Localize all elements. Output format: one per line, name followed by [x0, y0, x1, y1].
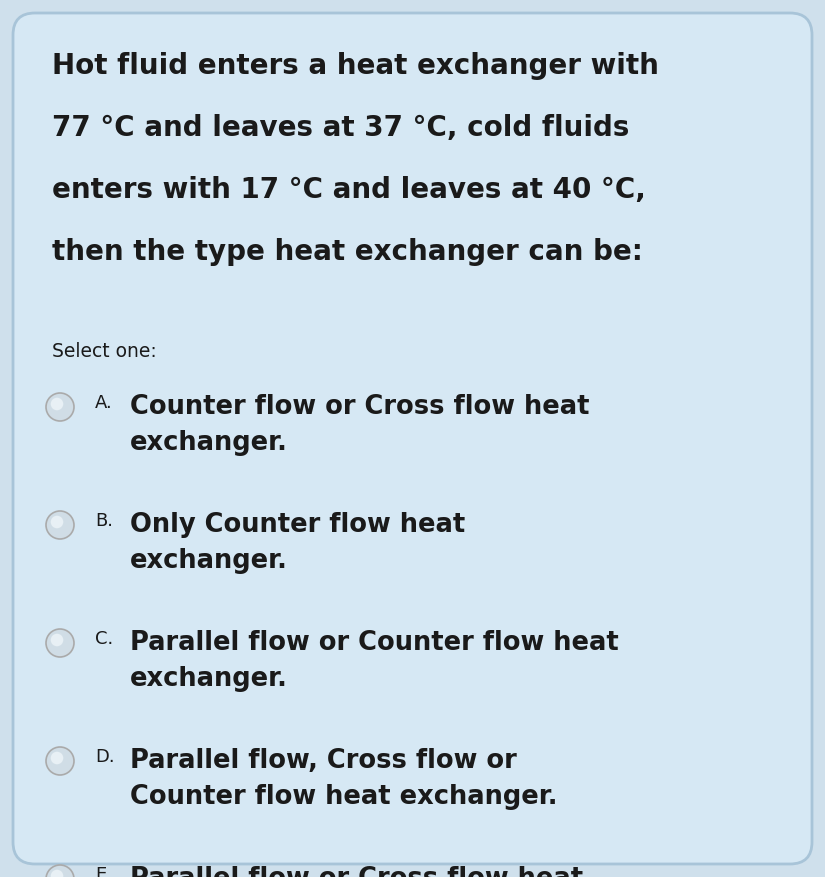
Text: Counter flow heat exchanger.: Counter flow heat exchanger.: [130, 784, 558, 810]
Text: C.: C.: [95, 630, 113, 648]
Circle shape: [50, 516, 64, 528]
Text: exchanger.: exchanger.: [130, 548, 288, 574]
Text: exchanger.: exchanger.: [130, 430, 288, 456]
FancyBboxPatch shape: [13, 13, 812, 864]
Text: D.: D.: [95, 748, 115, 766]
Circle shape: [46, 747, 74, 775]
Text: Hot fluid enters a heat exchanger with: Hot fluid enters a heat exchanger with: [52, 52, 659, 80]
Text: B.: B.: [95, 512, 113, 530]
Circle shape: [46, 865, 74, 877]
Circle shape: [46, 629, 74, 657]
Text: A.: A.: [95, 394, 113, 412]
Circle shape: [50, 752, 64, 764]
Text: exchanger.: exchanger.: [130, 666, 288, 692]
Text: 77 °C and leaves at 37 °C, cold fluids: 77 °C and leaves at 37 °C, cold fluids: [52, 114, 629, 142]
Text: Select one:: Select one:: [52, 342, 157, 361]
Circle shape: [50, 634, 64, 646]
Text: enters with 17 °C and leaves at 40 °C,: enters with 17 °C and leaves at 40 °C,: [52, 176, 646, 204]
Circle shape: [50, 870, 64, 877]
Text: Parallel flow or Counter flow heat: Parallel flow or Counter flow heat: [130, 630, 619, 656]
Text: Parallel flow, Cross flow or: Parallel flow, Cross flow or: [130, 748, 516, 774]
Text: E.: E.: [95, 866, 112, 877]
Circle shape: [50, 397, 64, 410]
Text: Counter flow or Cross flow heat: Counter flow or Cross flow heat: [130, 394, 590, 420]
Text: then the type heat exchanger can be:: then the type heat exchanger can be:: [52, 238, 643, 266]
Text: Only Counter flow heat: Only Counter flow heat: [130, 512, 465, 538]
Circle shape: [46, 393, 74, 421]
Circle shape: [46, 511, 74, 539]
Text: Parallel flow or Cross flow heat: Parallel flow or Cross flow heat: [130, 866, 583, 877]
